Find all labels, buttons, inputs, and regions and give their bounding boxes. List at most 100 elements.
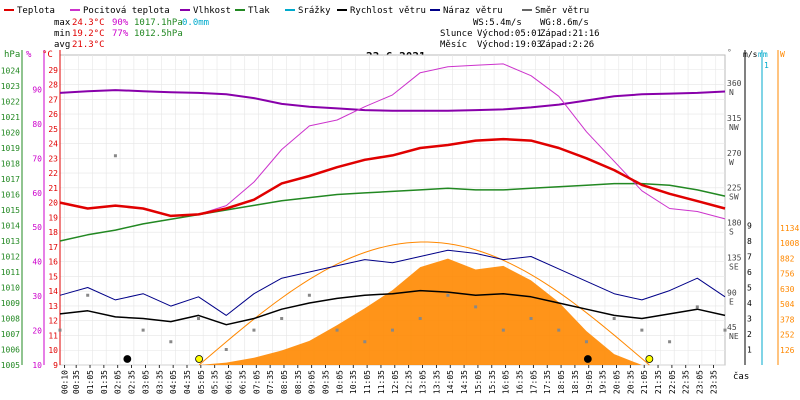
x-tick-10:05: 10:05 bbox=[335, 370, 344, 394]
x-axis-label: čas bbox=[733, 371, 749, 382]
x-tick-00:10: 00:10 bbox=[61, 370, 70, 394]
x-tick-14:35: 14:35 bbox=[460, 370, 469, 394]
x-tick-20:05: 20:05 bbox=[612, 370, 621, 394]
dir-point-19 bbox=[584, 340, 588, 344]
moon-label: Měsíc bbox=[440, 40, 467, 50]
left-tick-1-80: 80 bbox=[32, 120, 42, 129]
stats-avg-label: avg bbox=[54, 40, 70, 50]
left-tick-0-1007: 1007 bbox=[1, 330, 20, 339]
series-temp-line bbox=[59, 137, 726, 218]
dir-point-10 bbox=[335, 328, 339, 332]
left-tick-0-1020: 1020 bbox=[1, 129, 20, 138]
x-tick-12:05: 12:05 bbox=[391, 370, 400, 394]
x-tick-15:35: 15:35 bbox=[488, 370, 497, 394]
x-tick-09:35: 09:35 bbox=[322, 370, 331, 394]
stats-min-temp: 19.2°C bbox=[72, 29, 105, 39]
left-tick-0-1009: 1009 bbox=[1, 299, 20, 308]
x-tick-23:05: 23:05 bbox=[696, 370, 705, 394]
dir-tick-name-S: S bbox=[729, 228, 734, 237]
wind-tick-5: 5 bbox=[747, 284, 752, 293]
left-tick-2-23: 23 bbox=[48, 154, 58, 163]
solar-axis-unit: W bbox=[780, 50, 785, 59]
left-tick-2-10: 10 bbox=[48, 346, 58, 355]
dir-point-18 bbox=[557, 328, 561, 332]
dir-tick-deg-225: 225 bbox=[727, 184, 742, 193]
solar-tick-882: 882 bbox=[780, 254, 795, 263]
left-tick-0-1006: 1006 bbox=[1, 346, 20, 355]
wind-tick-8: 8 bbox=[747, 237, 752, 246]
wind-tick-2: 2 bbox=[747, 330, 752, 339]
event-moonset bbox=[123, 355, 132, 363]
x-tick-04:35: 04:35 bbox=[183, 370, 192, 394]
sun-arc-line bbox=[198, 241, 650, 366]
x-tick-20:35: 20:35 bbox=[626, 370, 635, 394]
x-tick-18:05: 18:05 bbox=[557, 370, 566, 394]
x-tick-04:05: 04:05 bbox=[169, 370, 178, 394]
x-tick-21:35: 21:35 bbox=[654, 370, 663, 394]
x-tick-03:05: 03:05 bbox=[141, 370, 150, 394]
left-axis-unit-1: % bbox=[26, 50, 32, 60]
left-tick-2-14: 14 bbox=[48, 287, 58, 296]
x-tick-01:05: 01:05 bbox=[86, 370, 95, 394]
dir-point-0 bbox=[58, 328, 62, 332]
left-tick-0-1015: 1015 bbox=[1, 206, 20, 215]
wind-wg: WG:8.6m/s bbox=[540, 18, 589, 28]
axes: hPa1005100610071008100910101011101210131… bbox=[1, 48, 800, 370]
x-tick-17:35: 17:35 bbox=[543, 370, 552, 394]
stats-max-hum: 90% bbox=[112, 18, 129, 28]
left-tick-0-1017: 1017 bbox=[1, 175, 20, 184]
wind-tick-3: 3 bbox=[747, 315, 752, 324]
solar-tick-1008: 1008 bbox=[780, 239, 799, 248]
left-tick-2-22: 22 bbox=[48, 169, 58, 178]
x-tick-09:05: 09:05 bbox=[308, 370, 317, 394]
left-tick-2-19: 19 bbox=[48, 213, 58, 222]
x-tick-19:35: 19:35 bbox=[599, 370, 608, 394]
x-tick-21:05: 21:05 bbox=[640, 370, 649, 394]
left-tick-0-1010: 1010 bbox=[1, 284, 20, 293]
wind-tick-4: 4 bbox=[747, 299, 752, 308]
sun-rise: Východ:05:01 bbox=[477, 29, 542, 39]
dir-point-16 bbox=[501, 328, 505, 332]
left-tick-0-1021: 1021 bbox=[1, 113, 20, 122]
left-axis-unit-2: °C bbox=[42, 50, 53, 60]
left-tick-2-16: 16 bbox=[48, 258, 58, 267]
legend-label-0: Teplota bbox=[17, 6, 55, 16]
x-tick-14:05: 14:05 bbox=[446, 370, 455, 394]
wind-tick-6: 6 bbox=[747, 268, 752, 277]
sun-set: Západ:21:16 bbox=[540, 29, 600, 39]
series-wind-line bbox=[59, 289, 726, 326]
legend-label-3: Tlak bbox=[248, 6, 270, 16]
event-moonrise bbox=[583, 355, 592, 363]
left-tick-2-18: 18 bbox=[48, 228, 58, 237]
legend: Teplota Pocitová teplota Vlhkost Tlak Srážky… bbox=[4, 6, 589, 16]
x-tick-22:35: 22:35 bbox=[682, 370, 691, 394]
dir-point-4 bbox=[169, 340, 173, 344]
x-tick-17:05: 17:05 bbox=[529, 370, 538, 394]
left-tick-2-13: 13 bbox=[48, 302, 58, 311]
dir-tick-deg-135: 135 bbox=[727, 253, 742, 262]
left-tick-0-1008: 1008 bbox=[1, 315, 20, 324]
x-tick-10:35: 10:35 bbox=[349, 370, 358, 394]
moon-set: Západ:2:26 bbox=[540, 40, 594, 50]
series-humidity-line bbox=[59, 89, 726, 112]
left-tick-2-26: 26 bbox=[48, 110, 58, 119]
left-tick-0-1012: 1012 bbox=[1, 253, 20, 262]
left-tick-2-21: 21 bbox=[48, 184, 58, 193]
dir-tick-deg-180: 180 bbox=[727, 219, 742, 228]
x-tick-23:35: 23:35 bbox=[709, 370, 718, 394]
x-tick-07:05: 07:05 bbox=[252, 370, 261, 394]
dir-tick-name-NE: NE bbox=[729, 332, 739, 341]
dir-point-1 bbox=[86, 293, 90, 297]
left-tick-2-15: 15 bbox=[48, 272, 58, 281]
x-tick-12:35: 12:35 bbox=[405, 370, 414, 394]
stats-block: max 24.3°C 90% 1017.1hPa 0.0mm min 19.2°… bbox=[54, 18, 209, 50]
stats-min-label: min bbox=[54, 29, 70, 39]
left-tick-1-30: 30 bbox=[32, 292, 42, 301]
x-tick-01:35: 01:35 bbox=[100, 370, 109, 394]
stats-min-press: 1012.5hPa bbox=[134, 29, 183, 39]
solar-tick-1134: 1134 bbox=[780, 224, 799, 233]
series-gust-line bbox=[59, 249, 726, 316]
series-pressure-line bbox=[59, 182, 726, 242]
x-tick-06:35: 06:35 bbox=[238, 370, 247, 394]
